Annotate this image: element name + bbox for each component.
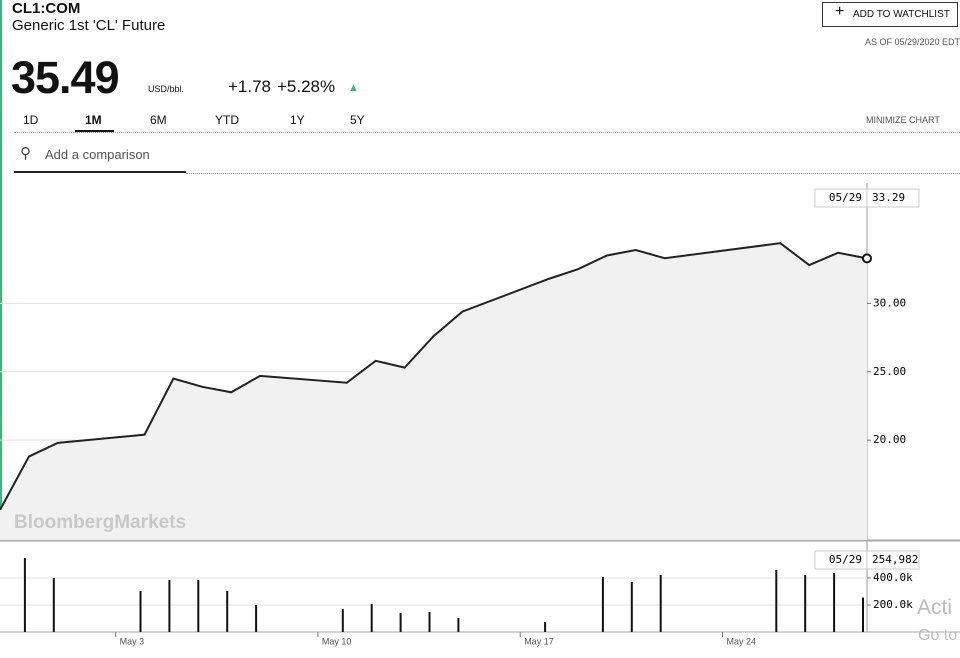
timeframe-tab[interactable]: 1D [23, 113, 39, 127]
watchlist-button[interactable]: ADD TO WATCHLIST [822, 2, 958, 27]
tab-bar: 1D 1M 6M YTD 1Y 5Y [0, 113, 960, 133]
accent-bar [0, 0, 2, 510]
change-percent: +5.28% [277, 77, 336, 96]
watermark: BloombergMarkets [14, 512, 187, 533]
timeframe-tab[interactable]: 1Y [290, 113, 305, 127]
volume-bar [341, 609, 344, 632]
price: 35.49 [11, 52, 120, 103]
input-underline [14, 171, 186, 173]
volume-bar [775, 569, 778, 632]
value-label-box [866, 188, 920, 208]
y-tick-label: 200.0k [873, 598, 913, 611]
volume-bar [601, 577, 604, 632]
volume-bar [428, 612, 431, 632]
volume-bar [139, 590, 142, 632]
unit: USD/bbl. [148, 84, 185, 94]
change: +1.78 [228, 77, 272, 96]
volume-bar [457, 617, 460, 632]
symbol: CL1:COM [12, 0, 81, 17]
value-label: 254,982 [872, 553, 918, 566]
up-arrow: ▲ [348, 82, 359, 94]
overlay-text: Go to [918, 627, 958, 644]
x-tick-label: May 10 [322, 636, 352, 646]
volume-bar [255, 604, 258, 632]
x-tick-label: May 17 [524, 636, 554, 646]
area [0, 243, 867, 541]
as-of: AS OF 05/29/2020 EDT [864, 37, 960, 47]
last-point [862, 253, 872, 264]
x-tick-label: May 24 [727, 636, 757, 646]
value-label-box [866, 550, 920, 570]
volume-bar [168, 579, 171, 632]
divider [186, 173, 960, 174]
volume-bar [197, 579, 200, 632]
comparison-input[interactable]: Add a comparison [45, 147, 150, 162]
volume-bar [630, 582, 633, 632]
divider [14, 132, 960, 133]
volume-bar [544, 622, 547, 632]
volume-bar [52, 577, 55, 632]
instrument-name: Generic 1st 'CL' Future [12, 17, 166, 34]
timeframe-tab[interactable]: YTD [215, 113, 239, 127]
volume-bar [226, 590, 229, 632]
timeframe-tab[interactable]: 1M [75, 113, 114, 132]
price-line [0, 242, 868, 511]
volume-bar [833, 572, 836, 632]
y-tick-label: 400.0k [873, 571, 913, 584]
y-tick-label: 30.00 [873, 296, 906, 309]
y-tick-label: 20.00 [873, 433, 906, 446]
plus-icon: + [835, 3, 845, 20]
minimize-chart[interactable]: MINIMIZE CHART [866, 115, 940, 125]
volume-bar [862, 597, 864, 632]
last-date: 05/29 [829, 191, 862, 204]
volume-bar [23, 557, 26, 632]
volume-bar [659, 574, 662, 632]
search-icon: ⚲ [20, 145, 31, 162]
overlay-text: Acti [917, 596, 953, 619]
y-tick-label: 25.00 [873, 365, 906, 378]
value-label: 33.29 [872, 191, 905, 204]
last-date: 05/29 [829, 553, 862, 566]
volume-bar [804, 574, 807, 632]
timeframe-tab[interactable]: 6M [150, 113, 167, 127]
x-tick-label: May 3 [120, 636, 145, 646]
volume-bar [370, 604, 373, 632]
timeframe-tab[interactable]: 5Y [350, 113, 365, 127]
volume-bar [399, 612, 402, 632]
